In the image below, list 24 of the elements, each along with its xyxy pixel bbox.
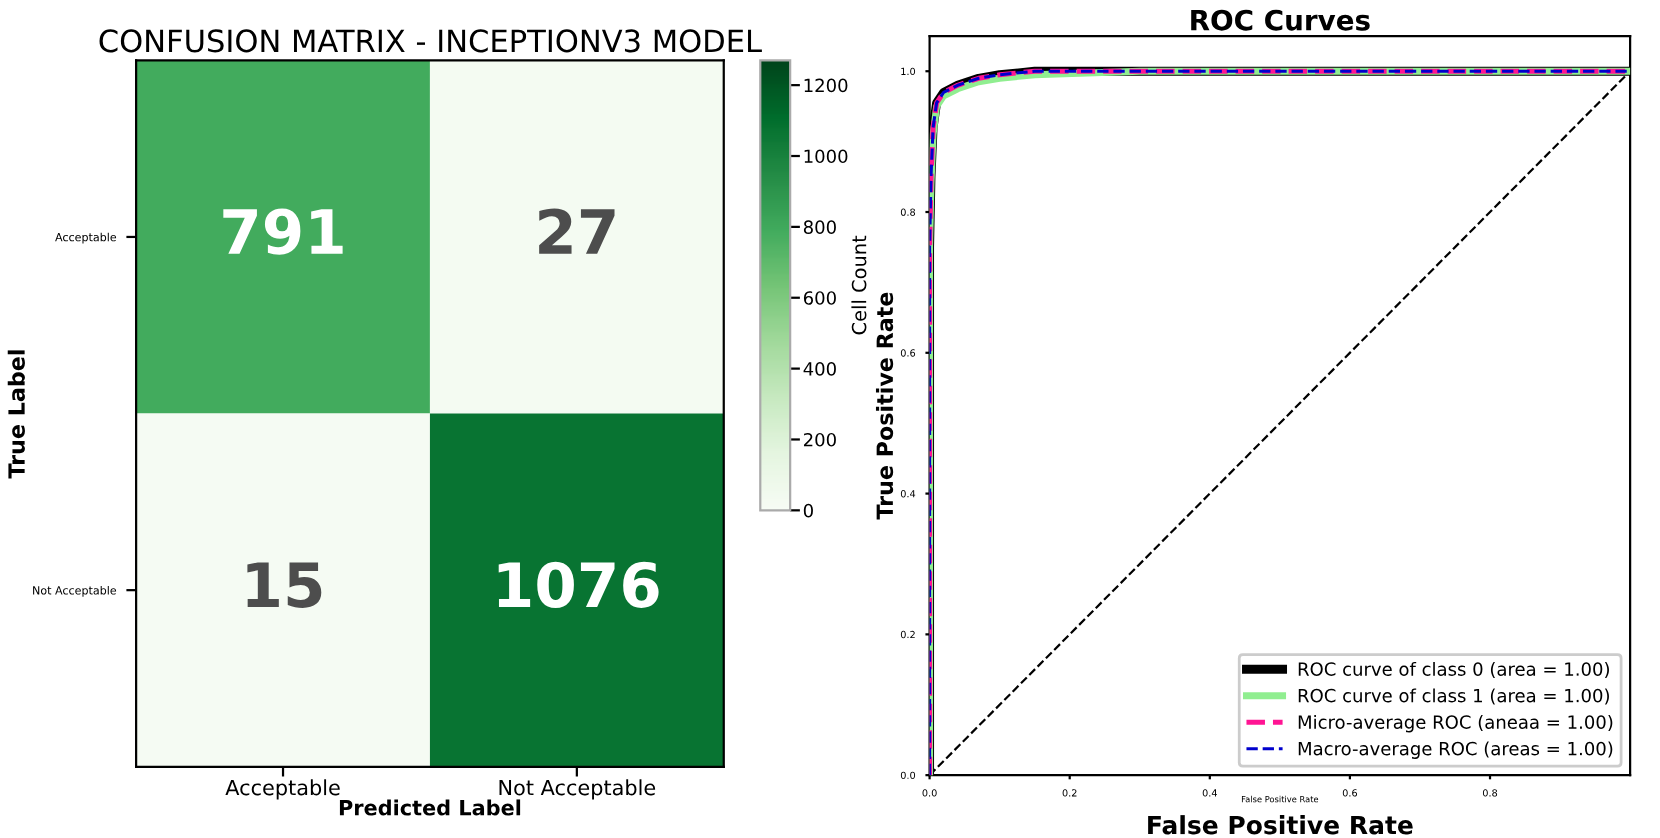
legend-label: Micro-average ROC (aneaa = 1.00) [1298,714,1613,733]
legend-label: Macro-average ROC (areas = 1.00) [1298,741,1613,759]
color-bar-label: 400 [803,362,836,376]
legend-label: ROC curve of class 0 (area = 1.00) [1298,661,1609,679]
x-tick-label: Acceptable [225,779,340,800]
color-bar-label: 1000 [804,149,848,164]
data-label: 791 [223,208,343,255]
legend-label: ROC curve of class 1 (area = 1.00) [1298,688,1609,705]
y-axis-title: True Positive Rate [875,292,894,520]
color-bar-label: 200 [803,432,836,447]
color-bar-title: Cell Count [851,235,867,335]
color-bar-label: 800 [803,220,836,234]
y-axis-title: True Label [7,350,25,479]
data-label: 27 [539,208,615,254]
color-bar-label: 0 [803,503,813,518]
color-bar-label: 600 [803,291,836,305]
x-axis-title: Predicted Label [339,799,521,816]
color-bar-label: 1200 [804,78,848,93]
data-label: 15 [247,562,322,608]
chart-title: CONFUSION MATRIX - INCEPTIONV3 MODEL [99,29,762,53]
data-label: 1076 [498,561,659,608]
chart-title: ROC Curves [1191,9,1370,31]
x-tick-label: Not Acceptable [499,779,656,800]
x-axis-title: False Positive Rate [1148,815,1413,835]
